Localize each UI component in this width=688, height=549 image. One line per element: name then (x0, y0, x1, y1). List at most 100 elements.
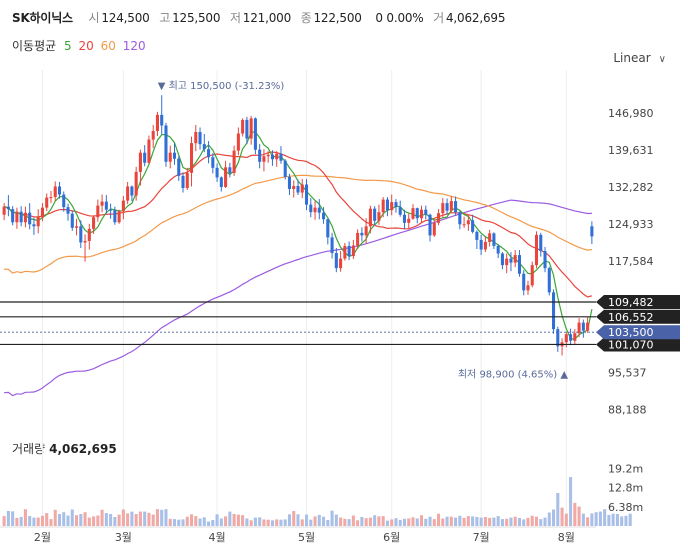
candle (130, 185, 134, 202)
level-tag: 101,070 (596, 337, 680, 352)
candle (57, 181, 62, 199)
volume-title-label: 거래량 (12, 442, 46, 456)
candle (373, 206, 377, 226)
volume-bar (441, 518, 445, 526)
ma-60[interactable]: 60 (100, 39, 116, 53)
candle-body (581, 322, 585, 331)
candle-body (586, 322, 590, 331)
volume-bar (87, 517, 91, 526)
volume-bar (262, 519, 266, 526)
volume-bar (138, 511, 142, 526)
volume-bar (313, 516, 317, 526)
month-tick-label: 2월 (34, 531, 51, 544)
candle-body (219, 177, 223, 187)
time-axis: 2월 3월 4월 5월 6월 7월 8월 (0, 526, 596, 544)
candle (471, 214, 475, 234)
candle (62, 191, 66, 212)
candle (92, 215, 96, 234)
volume-bar (564, 513, 568, 526)
candle-body (415, 208, 419, 219)
candle-body (522, 273, 526, 291)
candle-body (300, 184, 304, 193)
volume-bar (283, 519, 287, 526)
price-level-lines (0, 301, 596, 346)
ma-60-line (4, 174, 592, 274)
level-tag-bg (596, 309, 680, 324)
volume-bar (177, 519, 181, 526)
candle (245, 116, 249, 145)
candle (330, 232, 334, 259)
volume-bar (454, 517, 458, 526)
candle-body (121, 200, 125, 212)
volume-bar (79, 514, 83, 526)
ma-5[interactable]: 5 (64, 39, 72, 53)
candle-body (347, 245, 351, 257)
candle-body (509, 258, 513, 263)
level-tag-bg (596, 337, 680, 352)
candle (339, 251, 343, 272)
candle (155, 111, 159, 137)
volume-bar (249, 520, 253, 526)
candle (266, 151, 270, 163)
candle (479, 234, 483, 256)
level-tag: 109,482 (596, 295, 680, 310)
volume-bar (28, 516, 32, 526)
volume-bar (492, 517, 496, 526)
candle-body (424, 209, 428, 215)
ma-120[interactable]: 120 (122, 39, 146, 53)
candle (40, 203, 44, 222)
candle-body (317, 207, 321, 213)
candle-body (151, 131, 155, 140)
candle-body (500, 253, 504, 266)
candle-body (62, 194, 66, 208)
volume-bar (475, 517, 479, 526)
volume-bar (57, 514, 62, 526)
candle (573, 329, 577, 345)
candle (496, 244, 500, 259)
candle-body (241, 119, 245, 134)
candle-body (466, 220, 470, 225)
volume-bar (390, 519, 394, 526)
month-tick-label: 7월 (473, 531, 490, 544)
volume-bar (194, 516, 198, 526)
candle (415, 207, 419, 224)
ma-20[interactable]: 20 (78, 39, 94, 53)
volume-bar (92, 516, 96, 526)
candle-body (373, 208, 377, 221)
candle-body (377, 212, 381, 221)
candle (441, 198, 445, 218)
candle (411, 204, 415, 220)
candle-body (454, 201, 458, 213)
candle (381, 197, 385, 218)
candle (121, 196, 125, 220)
candle-body (356, 232, 360, 246)
candle-body (130, 186, 134, 196)
candle (505, 253, 509, 274)
scale-select[interactable]: Linear ∨ (613, 51, 666, 65)
candle (304, 178, 309, 211)
candle-body (164, 125, 168, 162)
candle-body (143, 152, 147, 163)
volume-bar (215, 514, 219, 526)
current-price-tag-bg (596, 325, 680, 340)
candle (236, 127, 240, 156)
candle-body (6, 206, 10, 210)
candle (258, 144, 262, 169)
volume-bar (611, 513, 615, 526)
volume-bar (428, 516, 432, 526)
candle-body (194, 132, 198, 144)
volume-bar (113, 517, 117, 526)
candle-body (147, 139, 151, 163)
candle (322, 207, 326, 224)
candle-body (547, 268, 551, 293)
volume-bar (471, 516, 475, 526)
candle-body (109, 209, 113, 211)
candle (547, 266, 551, 296)
candle (517, 250, 522, 277)
volume-bar (322, 516, 326, 526)
volume-bar (160, 509, 164, 526)
candle (454, 196, 458, 216)
candle-body (262, 156, 266, 162)
volume-bar (483, 517, 487, 526)
